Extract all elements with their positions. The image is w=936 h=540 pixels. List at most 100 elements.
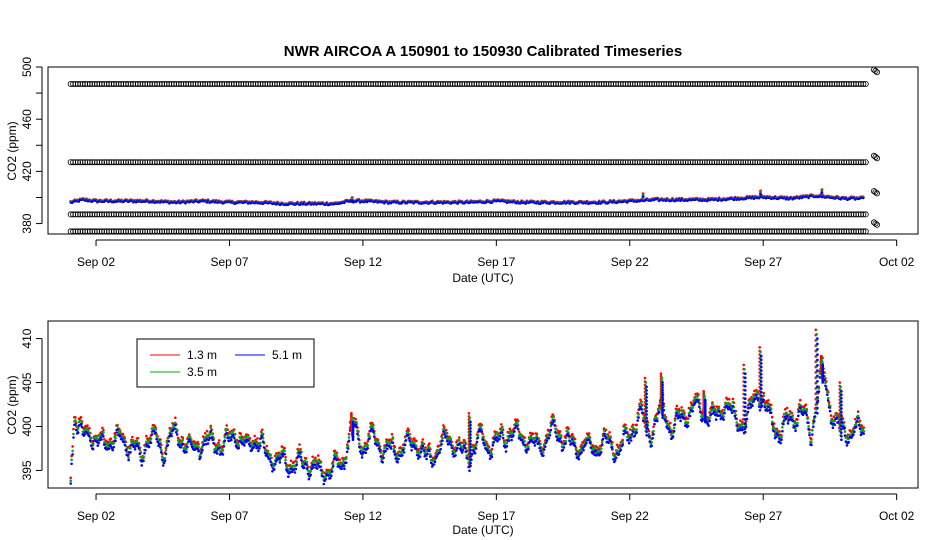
reference-point	[836, 211, 843, 218]
reference-point	[348, 228, 355, 235]
series-point	[723, 409, 726, 412]
reference-point	[723, 81, 730, 88]
reference-point	[113, 228, 120, 235]
reference-point	[291, 228, 298, 235]
reference-point	[723, 211, 730, 218]
series-point	[268, 453, 271, 457]
series-point	[229, 430, 232, 434]
reference-point	[622, 159, 629, 166]
reference-point	[783, 81, 790, 88]
reference-point	[512, 211, 519, 218]
reference-point	[713, 159, 720, 166]
reference-point	[660, 159, 667, 166]
reference-point	[262, 81, 269, 88]
reference-point	[74, 211, 81, 218]
reference-point	[122, 81, 129, 88]
reference-point	[360, 81, 367, 88]
reference-point	[89, 81, 96, 88]
end-marker-point	[874, 221, 881, 228]
series-point	[573, 437, 577, 441]
series-point	[457, 436, 461, 439]
reference-point	[101, 81, 108, 88]
reference-point	[300, 81, 307, 88]
reference-point	[463, 211, 470, 218]
reference-point	[254, 159, 261, 166]
reference-point	[745, 228, 752, 235]
reference-point	[629, 159, 636, 166]
reference-point	[228, 211, 235, 218]
reference-point	[324, 159, 331, 166]
reference-point	[564, 228, 571, 235]
reference-point	[274, 159, 281, 166]
series-point	[284, 455, 287, 459]
reference-point	[725, 159, 732, 166]
reference-point	[449, 81, 456, 88]
reference-point	[576, 228, 583, 235]
reference-point	[363, 211, 370, 218]
series-point	[762, 391, 765, 395]
reference-point	[850, 159, 857, 166]
series-point	[144, 448, 147, 452]
reference-point	[216, 228, 223, 235]
series-point	[368, 435, 371, 438]
series-point	[174, 421, 177, 425]
series-point	[637, 413, 640, 416]
reference-point	[857, 211, 864, 218]
series-point	[152, 429, 156, 433]
series-point	[542, 451, 545, 454]
reference-point	[665, 159, 672, 166]
reference-point	[860, 159, 867, 166]
reference-point	[461, 81, 468, 88]
reference-point	[860, 228, 867, 235]
reference-point	[168, 159, 175, 166]
reference-point	[709, 81, 716, 88]
reference-point	[240, 159, 247, 166]
reference-point	[855, 81, 862, 88]
reference-point	[519, 228, 526, 235]
series-point	[129, 451, 132, 454]
reference-point	[555, 81, 562, 88]
series-point	[717, 407, 721, 410]
reference-point	[752, 211, 759, 218]
reference-point	[615, 228, 622, 235]
series-point	[186, 442, 189, 445]
reference-point	[812, 81, 819, 88]
reference-point	[339, 228, 346, 235]
series-point	[150, 433, 154, 436]
reference-point	[636, 81, 643, 88]
reference-point	[605, 228, 612, 235]
reference-point	[408, 81, 415, 88]
reference-point	[216, 159, 223, 166]
reference-point	[315, 159, 322, 166]
reference-point	[74, 228, 81, 235]
reference-point	[591, 159, 598, 166]
reference-point	[687, 159, 694, 166]
series-point	[209, 426, 213, 430]
reference-point	[759, 81, 766, 88]
series-point	[688, 410, 692, 414]
reference-point	[764, 211, 771, 218]
reference-point	[387, 228, 394, 235]
series-point	[554, 427, 557, 431]
series-point	[238, 435, 241, 439]
reference-point	[74, 159, 81, 166]
series-point	[163, 457, 167, 460]
series-point	[142, 459, 145, 463]
series-point	[686, 417, 690, 420]
reference-point	[98, 159, 105, 166]
reference-point	[437, 81, 444, 88]
series-point	[259, 441, 262, 445]
reference-point	[833, 159, 840, 166]
series-point	[675, 404, 679, 408]
reference-point	[735, 228, 742, 235]
reference-point	[845, 81, 852, 88]
series-point	[675, 409, 679, 413]
reference-point	[651, 211, 658, 218]
reference-point	[814, 81, 821, 88]
reference-point	[439, 228, 446, 235]
reference-point	[821, 228, 828, 235]
reference-point	[670, 81, 677, 88]
reference-point	[776, 228, 783, 235]
reference-point	[473, 211, 480, 218]
reference-point	[524, 211, 531, 218]
